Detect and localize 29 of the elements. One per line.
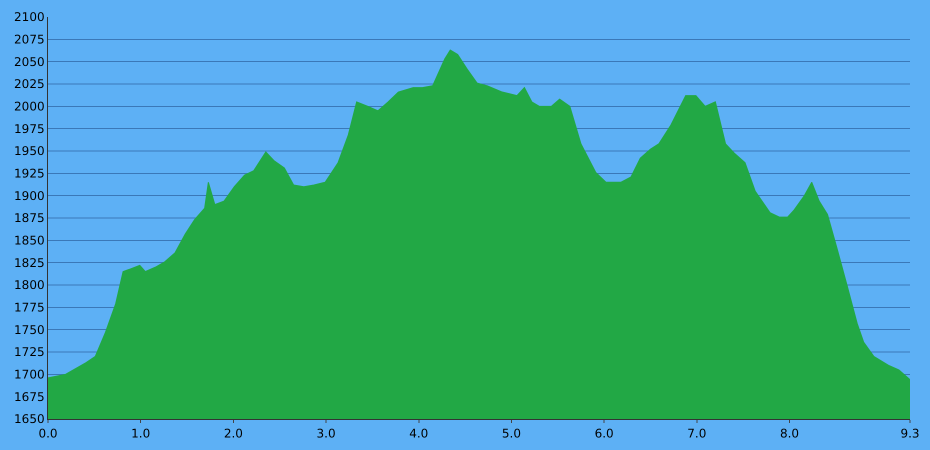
y-tick-label: 1925 xyxy=(14,166,45,181)
y-tick-label: 2050 xyxy=(14,54,45,69)
y-tick-label: 1675 xyxy=(14,390,45,404)
x-tick-label: 3.0 xyxy=(316,426,336,440)
y-tick-label: 1950 xyxy=(14,144,45,158)
x-tick-label: 2.0 xyxy=(224,426,243,440)
x-tick-label: 4.0 xyxy=(409,426,428,440)
y-tick-label: 2025 xyxy=(14,77,45,92)
y-tick-label: 1900 xyxy=(14,188,45,203)
y-tick-label: 1825 xyxy=(14,256,45,270)
y-tick-label: 1975 xyxy=(14,122,45,136)
y-tick-label: 1775 xyxy=(14,300,45,315)
y-tick-label: 2000 xyxy=(14,100,45,114)
y-tick-label: 2100 xyxy=(14,10,45,24)
x-tick-label: 7.0 xyxy=(687,426,706,440)
x-tick-label: 1.0 xyxy=(131,426,150,440)
y-tick-label: 1650 xyxy=(14,412,45,426)
x-tick-label: 6.0 xyxy=(594,426,614,440)
x-tick-label: 0.0 xyxy=(38,426,58,440)
y-tick-label: 1850 xyxy=(14,234,45,248)
y-tick-label: 1725 xyxy=(14,345,45,360)
y-tick-label: 1800 xyxy=(14,278,45,292)
y-tick-label: 1750 xyxy=(14,322,45,337)
x-tick-label: 9.3 xyxy=(900,426,920,440)
x-tick-label: 8.0 xyxy=(780,426,800,440)
y-tick-label: 1875 xyxy=(14,211,45,226)
y-tick-label: 1700 xyxy=(14,368,45,382)
y-tick-label: 2075 xyxy=(14,32,45,47)
x-tick-label: 5.0 xyxy=(502,426,521,440)
